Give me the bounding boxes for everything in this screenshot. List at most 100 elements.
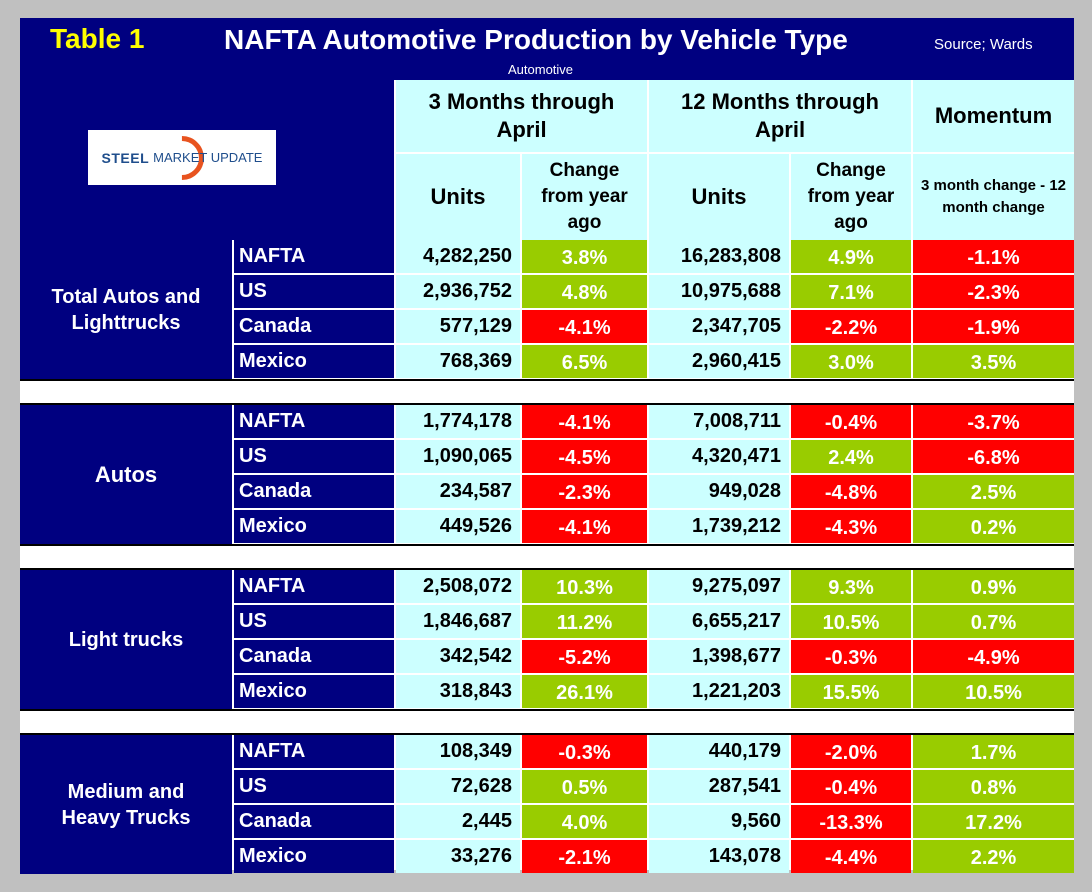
- momentum-cell: 0.7%: [913, 605, 1074, 638]
- change-3m-cell: 3.8%: [522, 240, 647, 273]
- change-3m-cell: 10.3%: [522, 570, 647, 603]
- change-3m-cell: -2.3%: [522, 475, 647, 508]
- subheader-units-3m: Units: [396, 154, 520, 240]
- units-12m-cell: 9,275,097: [649, 570, 789, 603]
- country-label: NAFTA: [234, 405, 394, 438]
- units-12m-cell: 4,320,471: [649, 440, 789, 473]
- units-12m-cell: 1,739,212: [649, 510, 789, 543]
- momentum-cell: 0.2%: [913, 510, 1074, 543]
- units-12m-cell: 2,347,705: [649, 310, 789, 343]
- momentum-cell: -1.1%: [913, 240, 1074, 273]
- table-title: NAFTA Automotive Production by Vehicle T…: [224, 24, 848, 55]
- title-bar: Table 1 NAFTA Automotive Production by V…: [20, 18, 1074, 80]
- units-12m-cell: 6,655,217: [649, 605, 789, 638]
- country-label: Mexico: [234, 510, 394, 543]
- change-3m-cell: -4.1%: [522, 405, 647, 438]
- change-12m-cell: -2.0%: [791, 735, 911, 768]
- units-12m-cell: 9,560: [649, 805, 789, 838]
- units-3m-cell: 2,936,752: [396, 275, 520, 308]
- table-label: Table 1: [50, 23, 145, 54]
- change-12m-cell: -4.8%: [791, 475, 911, 508]
- change-12m-cell: 3.0%: [791, 345, 911, 378]
- units-12m-cell: 2,960,415: [649, 345, 789, 378]
- group-spacer: [20, 709, 1074, 735]
- country-label: US: [234, 605, 394, 638]
- change-3m-cell: 4.0%: [522, 805, 647, 838]
- change-3m-cell: -4.5%: [522, 440, 647, 473]
- change-12m-cell: 4.9%: [791, 240, 911, 273]
- units-3m-cell: 768,369: [396, 345, 520, 378]
- units-12m-cell: 1,398,677: [649, 640, 789, 673]
- units-3m-cell: 108,349: [396, 735, 520, 768]
- subheader-change-12m: Change from year ago: [791, 154, 911, 240]
- country-label: US: [234, 440, 394, 473]
- momentum-cell: -3.7%: [913, 405, 1074, 438]
- change-3m-cell: -4.1%: [522, 510, 647, 543]
- units-12m-cell: 10,975,688: [649, 275, 789, 308]
- units-3m-cell: 577,129: [396, 310, 520, 343]
- units-3m-cell: 318,843: [396, 675, 520, 708]
- country-label: NAFTA: [234, 735, 394, 768]
- change-12m-cell: -0.3%: [791, 640, 911, 673]
- change-3m-cell: -5.2%: [522, 640, 647, 673]
- change-12m-cell: -0.4%: [791, 770, 911, 803]
- units-3m-cell: 33,276: [396, 840, 520, 873]
- change-12m-cell: -4.3%: [791, 510, 911, 543]
- country-label: NAFTA: [234, 240, 394, 273]
- change-12m-cell: -2.2%: [791, 310, 911, 343]
- group-label: Total Autos and Lighttrucks: [20, 240, 232, 379]
- momentum-cell: 17.2%: [913, 805, 1074, 838]
- group-label: Autos: [20, 405, 232, 544]
- col-header-3-months: 3 Months through April: [396, 80, 647, 152]
- country-label: Mexico: [234, 840, 394, 873]
- production-table: Table 1 NAFTA Automotive Production by V…: [20, 18, 1074, 874]
- change-3m-cell: 4.8%: [522, 275, 647, 308]
- units-3m-cell: 234,587: [396, 475, 520, 508]
- units-3m-cell: 2,508,072: [396, 570, 520, 603]
- change-12m-cell: -4.4%: [791, 840, 911, 873]
- units-3m-cell: 72,628: [396, 770, 520, 803]
- change-12m-cell: 15.5%: [791, 675, 911, 708]
- units-12m-cell: 7,008,711: [649, 405, 789, 438]
- subheader-change-3m: Change from year ago: [522, 154, 647, 240]
- country-label: Mexico: [234, 345, 394, 378]
- change-12m-cell: 9.3%: [791, 570, 911, 603]
- units-3m-cell: 1,090,065: [396, 440, 520, 473]
- momentum-cell: 3.5%: [913, 345, 1074, 378]
- country-label: Canada: [234, 805, 394, 838]
- momentum-cell: -6.8%: [913, 440, 1074, 473]
- col-header-momentum: Momentum: [913, 80, 1074, 152]
- units-12m-cell: 287,541: [649, 770, 789, 803]
- momentum-cell: -1.9%: [913, 310, 1074, 343]
- momentum-cell: 10.5%: [913, 675, 1074, 708]
- col-header-12-months: 12 Months through April: [649, 80, 911, 152]
- change-3m-cell: 26.1%: [522, 675, 647, 708]
- units-3m-cell: 342,542: [396, 640, 520, 673]
- momentum-cell: 2.5%: [913, 475, 1074, 508]
- units-12m-cell: 143,078: [649, 840, 789, 873]
- units-12m-cell: 949,028: [649, 475, 789, 508]
- group-label: Medium and Heavy Trucks: [20, 735, 232, 874]
- units-3m-cell: 4,282,250: [396, 240, 520, 273]
- country-label: Mexico: [234, 675, 394, 708]
- units-12m-cell: 440,179: [649, 735, 789, 768]
- change-12m-cell: 2.4%: [791, 440, 911, 473]
- change-12m-cell: 10.5%: [791, 605, 911, 638]
- change-3m-cell: -4.1%: [522, 310, 647, 343]
- group-spacer: [20, 544, 1074, 570]
- change-12m-cell: -0.4%: [791, 405, 911, 438]
- change-3m-cell: 11.2%: [522, 605, 647, 638]
- momentum-cell: 0.8%: [913, 770, 1074, 803]
- change-3m-cell: 6.5%: [522, 345, 647, 378]
- country-label: Canada: [234, 475, 394, 508]
- change-12m-cell: 7.1%: [791, 275, 911, 308]
- momentum-cell: 0.9%: [913, 570, 1074, 603]
- group-label: Light trucks: [20, 570, 232, 709]
- steel-market-update-logo: STEEL MARKET UPDATE: [88, 126, 276, 190]
- momentum-cell: -4.9%: [913, 640, 1074, 673]
- change-3m-cell: -0.3%: [522, 735, 647, 768]
- units-3m-cell: 1,846,687: [396, 605, 520, 638]
- country-label: Canada: [234, 640, 394, 673]
- header-logo-area: STEEL MARKET UPDATE: [20, 80, 394, 240]
- country-label: Canada: [234, 310, 394, 343]
